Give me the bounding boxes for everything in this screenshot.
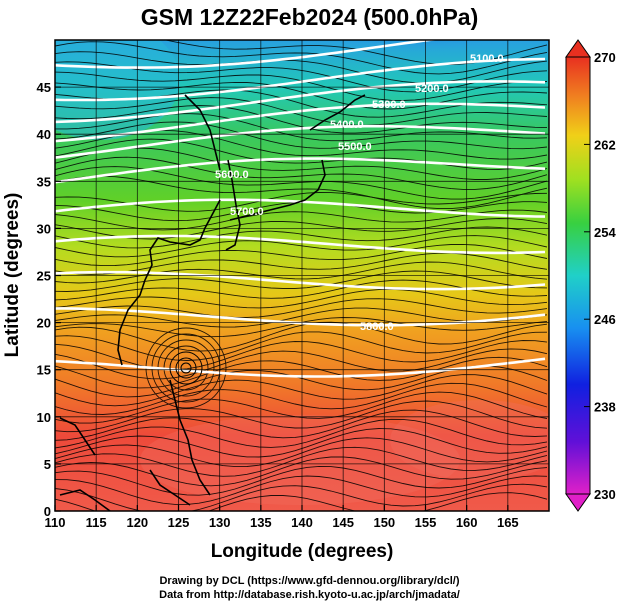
- colorbar-label: 246: [594, 312, 616, 327]
- x-tick-label: 165: [497, 515, 519, 530]
- height-contour: [55, 80, 546, 124]
- x-axis-label: Longitude (degrees): [211, 541, 394, 562]
- y-tick-label: 25: [37, 269, 51, 284]
- colorbar-bottom-arrow: [565, 493, 591, 512]
- contour-label: 5200.0: [415, 83, 449, 95]
- x-axis: 110 115 120 125 130 135 140 145 150 155 160 165: [45, 505, 519, 530]
- y-axis-label: Latitude (degrees): [2, 193, 23, 358]
- height-contour: [55, 157, 546, 184]
- y-tick-label: 30: [37, 221, 51, 236]
- height-contour: [55, 57, 546, 102]
- x-tick-label: 135: [250, 515, 272, 530]
- colorbar-label: 270: [594, 50, 616, 65]
- x-tick-label: 160: [456, 515, 478, 530]
- y-tick-label: 15: [37, 363, 51, 378]
- contour-label: 5300.0: [372, 99, 406, 111]
- x-tick-label: 115: [86, 515, 107, 530]
- x-tick-label: 125: [168, 515, 190, 530]
- x-tick-label: 150: [373, 515, 395, 530]
- x-tick-label: 155: [415, 515, 437, 530]
- colorbar-label: 254: [594, 225, 616, 240]
- y-tick-label: 20: [37, 316, 51, 331]
- cyclone-marker: [169, 351, 203, 385]
- y-tick-label: 5: [44, 457, 51, 472]
- height-contour: [55, 357, 546, 378]
- streamline: [163, 40, 548, 65]
- colorbar-top-arrow: [565, 39, 591, 58]
- height-contour: [55, 234, 546, 255]
- contour-labels: 5100.0 5200.0 5300.0 5400.0 5500.0 5600.…: [215, 53, 504, 333]
- y-tick-label: 35: [37, 174, 51, 189]
- contour-label: 5600.0: [215, 169, 249, 181]
- contour-label: 5100.0: [470, 53, 504, 65]
- contour-label: 5700.0: [230, 206, 264, 218]
- height-contour: [55, 124, 546, 159]
- footer-data-credit: Data from http://database.rish.kyoto-u.a…: [159, 589, 460, 601]
- x-tick-label: 120: [126, 515, 148, 530]
- x-tick-label: 145: [332, 515, 354, 530]
- colorbar: 270 262 254 246 238 230: [565, 39, 616, 512]
- colorbar-label: 238: [594, 400, 616, 415]
- y-tick-label: 10: [37, 410, 51, 425]
- footer-drawing-credit: Drawing by DCL (https://www.gfd-dennou.o…: [159, 575, 460, 587]
- height-contour: [55, 102, 546, 143]
- map-plot-area: 5100.0 5200.0 5300.0 5400.0 5500.0 5600.…: [55, 40, 549, 511]
- colorbar-label: 230: [594, 487, 616, 502]
- y-axis: 0 5 10 15 20 25 30 35 40 45: [37, 80, 61, 519]
- x-tick-label: 110: [45, 515, 66, 530]
- contour-label: 5500.0: [338, 141, 372, 153]
- height-contour: [55, 270, 546, 291]
- colorbar-scale: [565, 56, 591, 495]
- contour-label: 5400.0: [330, 119, 364, 131]
- map-title: GSM 12Z22Feb2024 (500.0hPa): [140, 4, 479, 30]
- x-tick-label: 140: [291, 515, 313, 530]
- streamline: [55, 492, 548, 511]
- height-contour: [55, 40, 440, 69]
- y-tick-label: 0: [44, 504, 51, 519]
- y-tick-label: 40: [37, 127, 51, 142]
- x-tick-label: 130: [209, 515, 231, 530]
- colorbar-label: 262: [594, 137, 616, 152]
- y-tick-label: 45: [37, 80, 51, 95]
- contour-label: 5800.0: [360, 321, 394, 333]
